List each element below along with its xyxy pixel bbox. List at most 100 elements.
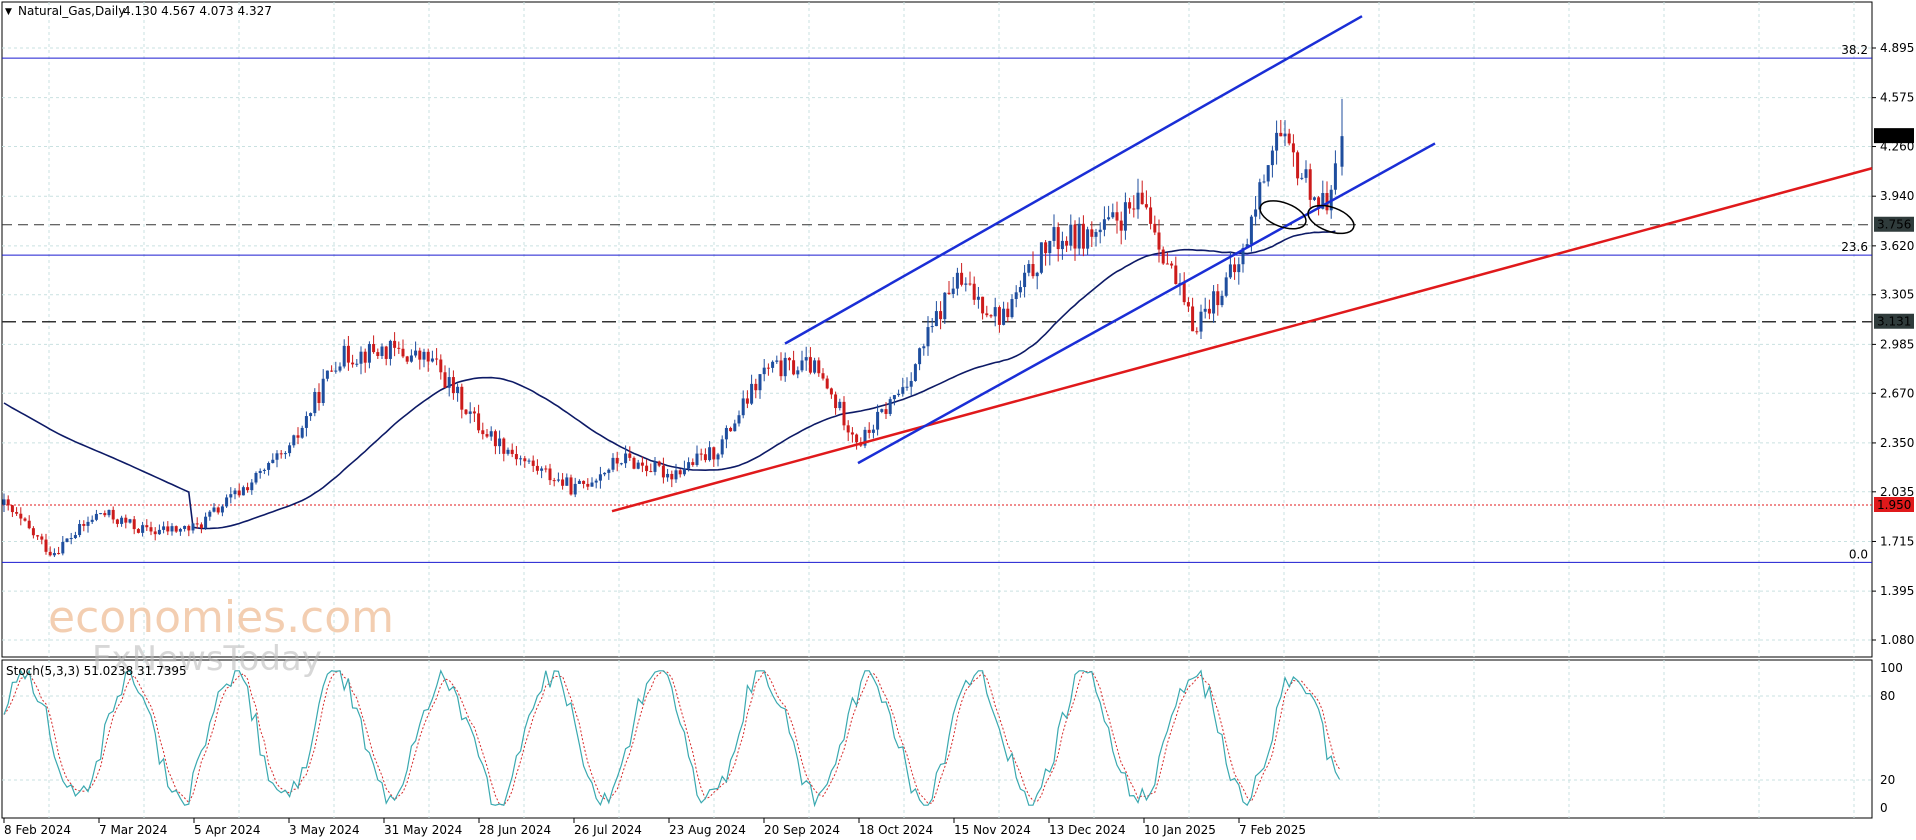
candle-body xyxy=(682,468,686,475)
candle-body xyxy=(733,423,737,432)
candle-body xyxy=(393,340,397,348)
candle-body xyxy=(1300,177,1304,179)
candle-body xyxy=(489,431,493,437)
candle-body xyxy=(699,453,703,455)
candle-body xyxy=(565,477,569,486)
candle-body xyxy=(422,351,426,360)
candle-body xyxy=(1090,229,1094,237)
level-3131-tag-bg xyxy=(1874,313,1914,329)
candle-body xyxy=(523,458,527,462)
price-tick-label: 3.620 xyxy=(1880,239,1914,253)
candle-body xyxy=(825,378,829,389)
candle-body xyxy=(1060,240,1064,250)
candle-body xyxy=(65,538,69,542)
candle-body xyxy=(544,468,548,470)
candle-body xyxy=(556,479,560,481)
candle-body xyxy=(359,351,363,364)
candle-body xyxy=(939,311,943,320)
candle-body xyxy=(897,393,901,396)
stoch-pane-frame xyxy=(1,659,1873,819)
candle-body xyxy=(1069,224,1073,246)
main-pane-frame xyxy=(1,1,1873,658)
candle-body xyxy=(439,359,443,373)
candle-body xyxy=(1119,220,1123,231)
candle-body xyxy=(2,499,6,505)
candle-body xyxy=(598,474,602,481)
candle-body xyxy=(225,497,229,507)
date-tick-label: 31 May 2024 xyxy=(384,823,462,837)
candle-body xyxy=(120,517,124,524)
candle-body xyxy=(288,445,292,454)
candle-body xyxy=(1073,224,1077,249)
candle-body xyxy=(1287,133,1291,144)
candle-body xyxy=(1174,265,1178,284)
candle-body xyxy=(115,519,119,524)
candle-body xyxy=(1035,272,1039,277)
candle-body xyxy=(514,454,518,460)
date-tick-label: 26 Jul 2024 xyxy=(574,823,642,837)
candle-body xyxy=(1115,212,1119,221)
candle-body xyxy=(813,360,817,373)
candle-body xyxy=(363,351,367,363)
candle-body xyxy=(888,399,892,414)
candle-body xyxy=(758,374,762,391)
date-tick-label: 8 Feb 2024 xyxy=(4,823,71,837)
candle-body xyxy=(10,505,14,513)
candle-body xyxy=(1308,169,1312,200)
candle-body xyxy=(1191,306,1195,332)
candle-body xyxy=(1039,242,1043,273)
candle-body xyxy=(1333,163,1337,190)
candle-body xyxy=(1199,311,1203,332)
candle-body xyxy=(124,517,128,523)
candle-body xyxy=(1165,263,1169,265)
candle-body xyxy=(905,386,909,388)
stochastic-lines xyxy=(3,669,1341,808)
candle-body xyxy=(1111,212,1115,218)
candle-body xyxy=(1027,264,1031,273)
candle-body xyxy=(1325,193,1329,211)
level-3131-tag: 3.131 xyxy=(1877,315,1911,329)
candle-body xyxy=(1018,287,1022,293)
candle-body xyxy=(107,509,111,516)
candle-body xyxy=(267,463,271,470)
price-axis: 4.8954.5754.2603.9403.6203.3052.9852.670… xyxy=(1872,41,1914,647)
candle-body xyxy=(372,344,376,353)
date-tick-label: 5 Apr 2024 xyxy=(194,823,261,837)
price-tick-label: 1.395 xyxy=(1880,584,1914,598)
candle-body xyxy=(1044,242,1048,254)
candle-body xyxy=(52,553,56,556)
fib-38-2-label: 38.2 xyxy=(1841,43,1868,57)
candle-body xyxy=(846,425,850,433)
candle-body xyxy=(943,292,947,320)
candle-body xyxy=(993,307,997,317)
candle-body xyxy=(1077,223,1081,249)
price-tick-label: 3.305 xyxy=(1880,288,1914,302)
candle-body xyxy=(640,462,644,466)
candle-body xyxy=(1228,264,1232,278)
candle-body xyxy=(611,457,615,470)
candle-body xyxy=(31,528,35,536)
candle-body xyxy=(73,535,77,539)
candle-body xyxy=(955,272,959,289)
last-candle-body xyxy=(1340,136,1344,167)
candle-body xyxy=(577,480,581,484)
candle-body xyxy=(153,531,157,535)
candle-body xyxy=(1161,249,1165,264)
candle-body xyxy=(901,387,905,394)
symbol-dropdown-icon[interactable]: ▼ xyxy=(5,7,12,17)
candle-body xyxy=(674,470,678,480)
level-3756-tag: 3.756 xyxy=(1877,218,1911,232)
candle-body xyxy=(174,526,178,532)
candle-body xyxy=(1006,308,1010,318)
candle-body xyxy=(254,473,258,483)
candle-body xyxy=(199,524,203,529)
candle-body xyxy=(212,507,216,512)
candle-body xyxy=(909,380,913,387)
candle-body xyxy=(678,470,682,475)
date-tick-label: 18 Oct 2024 xyxy=(859,823,933,837)
candle-body xyxy=(590,482,594,487)
candle-body xyxy=(296,435,300,438)
candle-body xyxy=(838,401,842,409)
candle-body xyxy=(149,527,153,532)
